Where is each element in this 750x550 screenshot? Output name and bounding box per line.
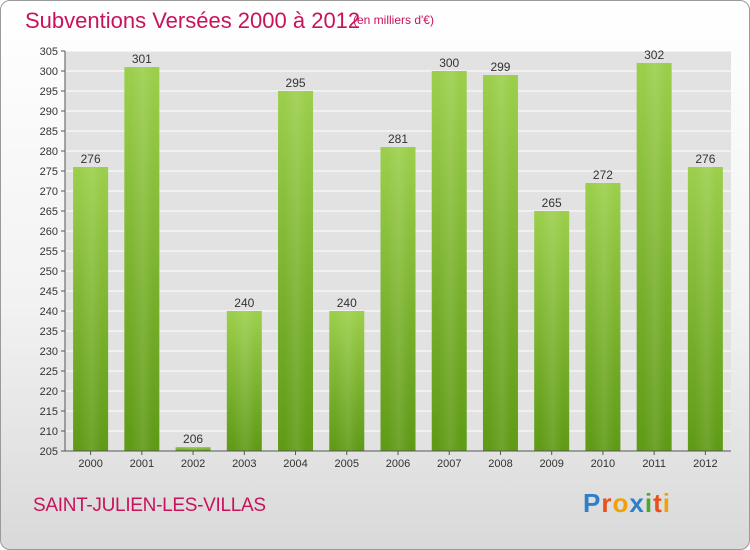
- logo-letter: x: [629, 488, 645, 518]
- bar-2010: 272: [585, 168, 621, 451]
- y-tick-label: 305: [40, 46, 58, 58]
- bar-value-label: 301: [132, 52, 152, 66]
- proxiti-logo[interactable]: Proxiti: [583, 488, 671, 519]
- x-tick-label: 2010: [591, 458, 615, 470]
- y-tick-label: 250: [40, 266, 58, 278]
- bars: 276 301 206 240 295 240 281 300 299 265 272 302 276: [73, 48, 723, 451]
- bar-2009: 265: [534, 196, 570, 451]
- logo-letter: i: [644, 488, 654, 518]
- y-tick-label: 235: [40, 326, 58, 338]
- bar-highlight: [232, 311, 256, 451]
- bar-2007: 300: [431, 56, 467, 451]
- logo-letter: t: [653, 488, 663, 518]
- x-tick-label: 2009: [539, 458, 563, 470]
- bar-value-label: 206: [183, 432, 203, 446]
- x-tick-label: 2000: [78, 458, 102, 470]
- y-tick-label: 205: [40, 446, 58, 458]
- bar-highlight: [642, 63, 666, 451]
- x-tick-label: 2007: [437, 458, 461, 470]
- x-tick-label: 2005: [335, 458, 359, 470]
- bar-2012: 276: [687, 152, 723, 451]
- x-tick-label: 2006: [386, 458, 410, 470]
- bar-2004: 295: [278, 76, 314, 451]
- bar-value-label: 300: [439, 56, 459, 70]
- bar-value-label: 240: [234, 296, 254, 310]
- bar-highlight: [79, 167, 103, 451]
- y-tick-label: 270: [40, 186, 58, 198]
- x-tick-label: 2012: [693, 458, 717, 470]
- y-tick-label: 300: [40, 66, 58, 78]
- bar-2002: 206: [175, 432, 211, 451]
- y-tick-label: 225: [40, 366, 58, 378]
- bar-2001: 301: [124, 52, 160, 451]
- y-tick-label: 255: [40, 246, 58, 258]
- bar-highlight: [335, 311, 359, 451]
- bar-highlight: [130, 67, 154, 451]
- bar-highlight: [540, 211, 564, 451]
- bar-value-label: 272: [593, 168, 613, 182]
- y-tick-label: 260: [40, 226, 58, 238]
- logo-letter: P: [583, 488, 602, 518]
- bar-highlight: [386, 147, 410, 451]
- chart-subtitle: (en milliers d'€): [353, 13, 434, 27]
- bar-highlight: [693, 167, 717, 451]
- x-tick-label: 2003: [232, 458, 256, 470]
- x-tick-label: 2004: [283, 458, 307, 470]
- y-tick-label: 290: [40, 106, 58, 118]
- y-tick-label: 230: [40, 346, 58, 358]
- x-tick-label: 2008: [488, 458, 512, 470]
- bar-value-label: 295: [286, 76, 306, 90]
- logo-letter: o: [612, 488, 630, 518]
- bar-value-label: 302: [644, 48, 664, 62]
- y-tick-label: 210: [40, 426, 58, 438]
- chart-title: Subventions Versées 2000 à 2012: [25, 8, 361, 33]
- y-tick-label: 245: [40, 286, 58, 298]
- bar-value-label: 265: [542, 196, 562, 210]
- bar-value-label: 276: [695, 152, 715, 166]
- x-tick-label: 2001: [130, 458, 154, 470]
- x-axis: 2000 2001 2002 2003 2004 2005 2006 2007 2008 2009…: [65, 450, 731, 470]
- commune-name: SAINT-JULIEN-LES-VILLAS: [33, 495, 266, 516]
- logo-letter: i: [662, 488, 671, 518]
- bar-2008: 299: [482, 60, 518, 451]
- bar-value-label: 299: [490, 60, 510, 74]
- bar-2003: 240: [226, 296, 262, 451]
- bar-highlight: [488, 75, 512, 451]
- y-tick-label: 265: [40, 206, 58, 218]
- y-tick-label: 280: [40, 146, 58, 158]
- bar-2000: 276: [73, 152, 109, 451]
- bar-highlight: [181, 447, 205, 451]
- bar-highlight: [591, 183, 615, 451]
- bar-2005: 240: [329, 296, 365, 451]
- y-tick-label: 285: [40, 126, 58, 138]
- bar-value-label: 240: [337, 296, 357, 310]
- bar-highlight: [284, 91, 308, 451]
- bar-2011: 302: [636, 48, 672, 451]
- y-tick-label: 220: [40, 386, 58, 398]
- bar-highlight: [437, 71, 461, 451]
- bar-2006: 281: [380, 132, 416, 451]
- y-tick-label: 275: [40, 166, 58, 178]
- bar-value-label: 276: [81, 152, 101, 166]
- y-tick-label: 215: [40, 406, 58, 418]
- logo-letter: r: [601, 488, 613, 518]
- x-tick-label: 2011: [642, 458, 666, 470]
- y-axis: 205 210 215 220 225 230 235 240 245 250 255 260 265 2…: [40, 46, 66, 458]
- bar-value-label: 281: [388, 132, 408, 146]
- x-tick-label: 2002: [181, 458, 205, 470]
- y-tick-label: 295: [40, 86, 58, 98]
- y-tick-label: 240: [40, 306, 58, 318]
